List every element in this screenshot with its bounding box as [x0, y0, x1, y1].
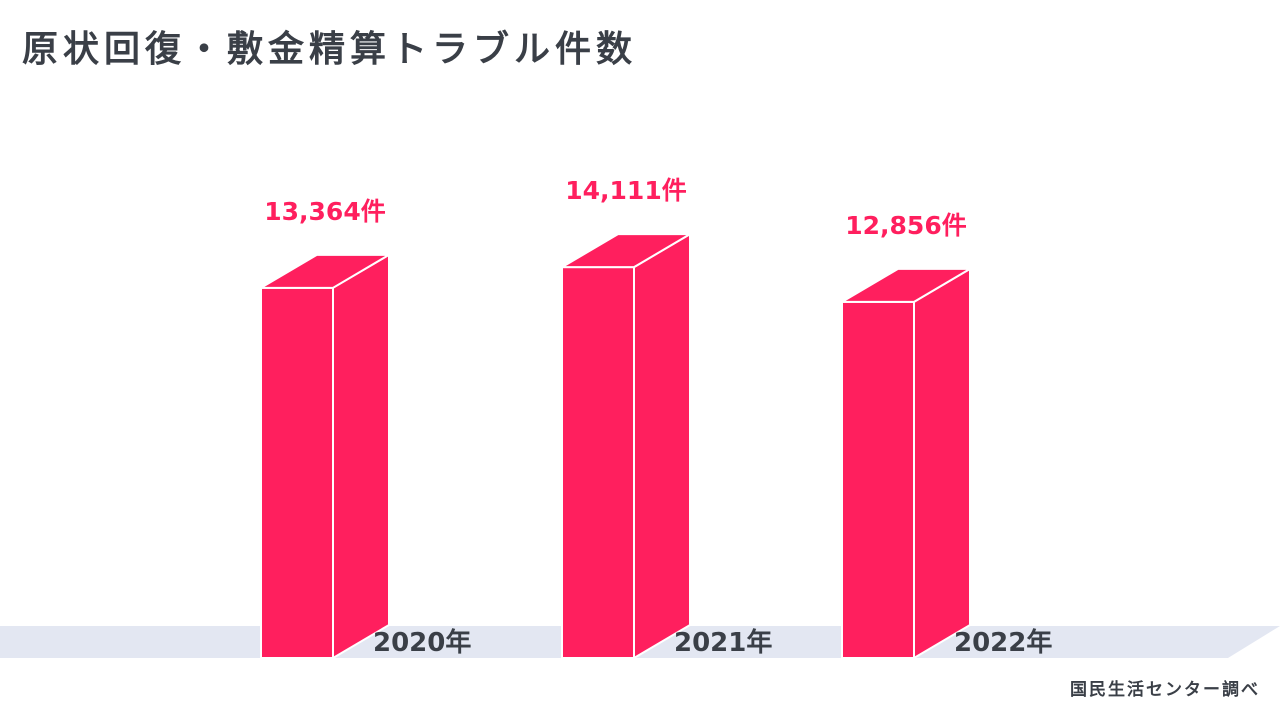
bar-group: 14,111件 2021年 [561, 176, 772, 659]
bar-value-label: 14,111件 [565, 176, 686, 205]
bar-side [913, 267, 971, 659]
bar-group: 13,364件 2020年 [260, 197, 471, 659]
bar-front [260, 286, 334, 659]
bar-top [561, 233, 691, 269]
bar-top [260, 253, 390, 289]
bar-group: 12,856件 2022年 [841, 211, 1052, 659]
bar-side [633, 233, 691, 659]
bar-value-label: 12,856件 [845, 211, 966, 240]
chart-title: 原状回復・敷金精算トラブル件数 [22, 29, 638, 70]
category-label: 2021年 [674, 627, 772, 658]
category-label: 2020年 [373, 627, 471, 658]
bar-top [841, 267, 971, 303]
bars-layer: 13,364件 2020年 14,111件 2021年 12,856件 2022年 [260, 176, 1052, 659]
bar-side [332, 253, 390, 659]
category-label: 2022年 [954, 627, 1052, 658]
bar-front [561, 266, 635, 659]
bar-value-label: 13,364件 [264, 197, 385, 226]
bar-front [841, 300, 915, 659]
source-note: 国民生活センター調べ [1070, 680, 1260, 700]
